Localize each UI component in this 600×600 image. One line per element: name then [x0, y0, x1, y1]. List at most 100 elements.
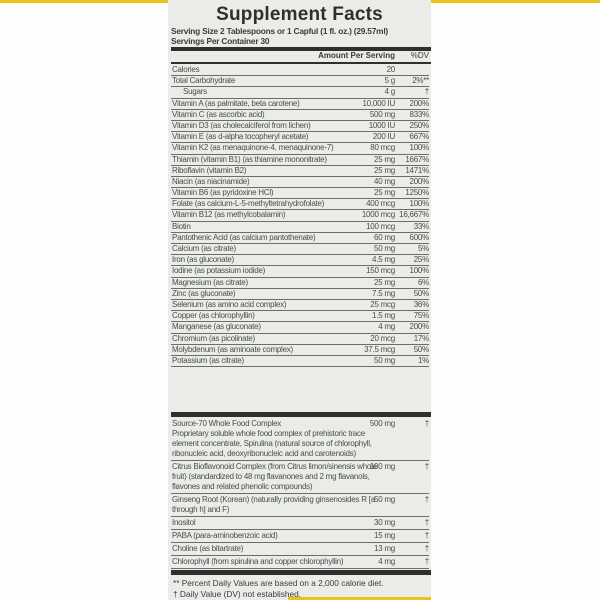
nutrient-name: Vitamin B12 (as methylcobalamin): [172, 210, 286, 220]
ingredient-row: PABA (para-aminobenzoic acid) 15 mg †: [171, 530, 429, 543]
nutrient-name: Thiamin (vitamin B1) (as thiamine mononi…: [172, 154, 327, 164]
nutrient-dv: 100%: [409, 266, 430, 276]
nutrient-row: Copper (as chlorophyllin) 1.5 mg 75%: [171, 311, 430, 323]
nutrient-amount: 150 mcg: [366, 266, 395, 276]
ingredient-amount: 4 mg: [378, 557, 395, 566]
package-edge-bottom: [288, 597, 431, 600]
ingredient-dv: †: [424, 495, 429, 504]
nutrient-amount: 4 mg: [378, 322, 395, 332]
nutrient-amount: 10,000 IU: [362, 98, 396, 108]
nutrient-dv: 5%: [417, 244, 429, 253]
footnote-not-established: † Daily Value (DV) not established.: [173, 589, 302, 599]
nutrient-name: Iron (as gluconate): [172, 255, 234, 265]
nutrient-dv: 667%: [409, 132, 430, 142]
ingredient-name: Inositol: [172, 518, 196, 527]
serving-size: Serving Size 2 Tablespoons or 1 Capful (…: [171, 26, 388, 36]
nutrient-amount: 25 mg: [374, 277, 395, 287]
supplement-facts-label: Supplement Facts Serving Size 2 Tablespo…: [168, 0, 431, 600]
ingredient-row: Ginseng Root (Korean) (naturally providi…: [171, 494, 429, 517]
nutrient-name: Riboflavin (vitamin B2): [172, 165, 247, 175]
nutrient-row: Selenium (as amino acid complex) 25 mcg 36…: [171, 299, 429, 312]
nutrient-amount: 25 mg: [374, 188, 395, 198]
nutrient-name: Calories: [172, 65, 200, 74]
nutrient-name: Iodine (as potassium iodide): [172, 266, 266, 276]
nutrient-dv: 6%: [417, 277, 429, 287]
nutrient-amount: 1.5 mg: [372, 311, 395, 321]
nutrient-amount: 50 mg: [374, 355, 395, 365]
ingredient-dv: †: [424, 518, 429, 527]
nutrient-dv: 1%: [417, 355, 429, 365]
ingredient-name: Citrus Bioflavonoid Complex (from Citrus…: [172, 462, 377, 491]
nutrient-amount: 20 mcg: [370, 333, 395, 343]
nutrient-amount: 1000 mcg: [361, 210, 395, 220]
nutrient-amount: 50 mg: [374, 244, 395, 253]
servings-per-container: Servings Per Container 30: [171, 36, 270, 46]
nutrient-name: Vitamin A (as palmitate, beta carotene): [172, 98, 300, 108]
nutrient-amount: 400 mcg: [366, 199, 395, 209]
nutrient-name: Vitamin C (as ascorbic acid): [172, 109, 265, 119]
nutrient-dv: 33%: [413, 221, 430, 231]
nutrient-amount: 40 mg: [374, 176, 395, 186]
serving-info: Serving Size 2 Tablespoons or 1 Capful (…: [171, 26, 388, 46]
nutrient-row: Vitamin B6 (as pyridoxine HCl) 25 mg 1250%: [171, 188, 429, 200]
label-title: Supplement Facts: [216, 4, 383, 25]
ingredient-row: Choline (as bitartrate) 13 mg †: [171, 543, 429, 556]
nutrient-name: Sugars: [183, 87, 207, 97]
nutrient-amount: 200 IU: [372, 132, 395, 142]
nutrient-dv: 17%: [413, 333, 430, 343]
nutrient-row: Riboflavin (vitamin B2) 25 mg 1471%: [171, 166, 429, 177]
nutrient-row: Iron (as gluconate) 4.5 mg 25%: [171, 255, 430, 267]
nutrient-name: Vitamin B6 (as pyridoxine HCl): [172, 188, 274, 198]
nutrient-row: Calories 20: [171, 65, 429, 77]
nutrient-row: Zinc (as gluconate) 7.5 mg 50%: [171, 289, 429, 300]
nutrient-row: Chromium (as picolinate) 20 mcg 17%: [171, 334, 429, 345]
nutrient-row: Manganese (as gluconate) 4 mg 200%: [171, 322, 430, 334]
nutrient-dv: 100%: [409, 143, 430, 153]
divider-thick: [171, 47, 431, 51]
ingredient-name: PABA (para-aminobenzoic acid): [172, 531, 278, 540]
nutrient-dv: †: [424, 87, 429, 97]
nutrient-row: Biotin 100 mcg 33%: [171, 222, 429, 233]
nutrient-amount: 500 mg: [369, 109, 395, 119]
nutrient-name: Folate (as calcium-L-5-methyltetrahydrof…: [172, 199, 325, 209]
ingredient-row: Inositol 30 mg †: [171, 517, 429, 530]
dv-header: %DV: [410, 51, 429, 60]
divider: [171, 62, 431, 64]
nutrient-dv: 50%: [413, 344, 430, 354]
nutrient-row: Vitamin B12 (as methylcobalamin) 1000 mcg…: [171, 210, 429, 222]
nutrient-row: Iodine (as potassium iodide) 150 mcg 100%: [171, 266, 430, 278]
nutrient-amount: 60 mg: [374, 232, 395, 242]
nutrient-dv: 1667%: [405, 154, 429, 164]
nutrient-row: Molybdenum (as aminoate complex) 37.5 mcg…: [171, 345, 429, 356]
ingredient-dv: †: [424, 462, 429, 471]
nutrient-row: Thiamin (vitamin B1) (as thiamine mononi…: [171, 155, 429, 166]
nutrient-name: Calcium (as citrate): [172, 244, 236, 253]
nutrient-row: Vitamin A (as palmitate, beta carotene) 1…: [171, 99, 429, 110]
ingredient-name: Ginseng Root (Korean) (naturally providi…: [172, 495, 375, 514]
nutrient-dv: 25%: [413, 255, 430, 265]
nutrient-row: Potassium (as citrate) 50 mg 1%: [171, 355, 429, 368]
footnotes: ** Percent Daily Values are based on a 2…: [173, 578, 384, 600]
nutrient-name: Pantothenic Acid (as calcium pantothenat…: [172, 232, 316, 242]
nutrient-amount: 100 mcg: [366, 221, 395, 231]
nutrient-name: Molybdenum (as aminoate complex): [172, 344, 293, 354]
nutrient-name: Vitamin E (as d-alpha tocopheryl acetate…: [172, 132, 309, 142]
nutrient-amount: 7.5 mg: [372, 288, 395, 298]
ingredient-amount: 100 mg: [369, 462, 395, 471]
nutrient-dv: 200%: [409, 322, 430, 332]
ingredient-amount: 50 mg: [374, 495, 395, 504]
nutrient-row: Vitamin E (as d-alpha tocopheryl acetate…: [171, 132, 430, 144]
nutrient-dv: 75%: [413, 311, 430, 321]
nutrient-dv: 600%: [409, 232, 430, 242]
nutrient-name: Zinc (as gluconate): [172, 288, 236, 298]
ingredient-name: Choline (as bitartrate): [172, 544, 244, 553]
nutrient-row: Calcium (as citrate) 50 mg 5%: [171, 244, 429, 256]
ingredient-amount: 15 mg: [374, 531, 395, 540]
nutrient-amount: 25 mcg: [370, 299, 395, 309]
nutrient-amount: 5 g: [384, 76, 396, 86]
nutrient-row: Niacin (as niacinamide) 40 mg 200%: [171, 176, 429, 189]
nutrient-name: Biotin: [172, 221, 191, 231]
nutrient-row: Vitamin C (as ascorbic acid) 500 mg 833%: [171, 110, 429, 121]
nutrient-row: Vitamin D3 (as cholecalciferol from lich…: [171, 121, 429, 133]
divider-thick: [171, 570, 431, 575]
